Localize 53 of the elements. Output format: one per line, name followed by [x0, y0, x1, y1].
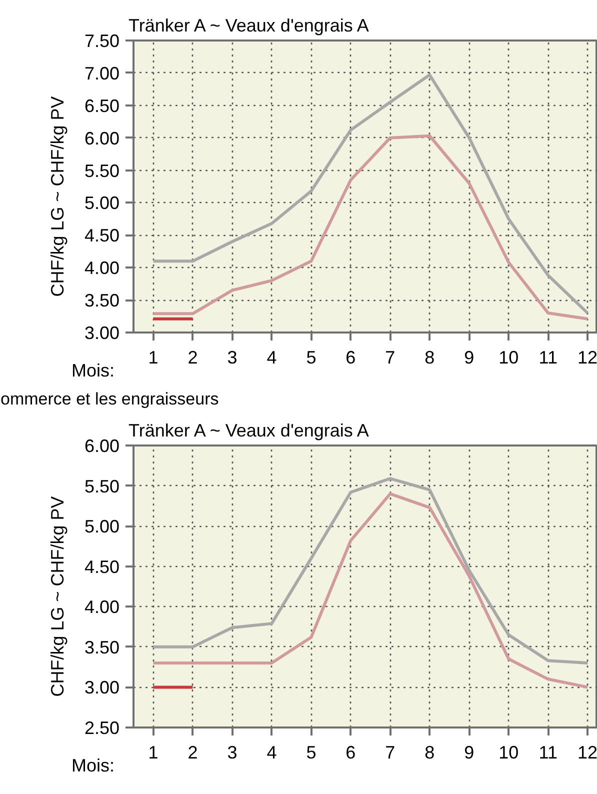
x-tick-label: 11: [538, 742, 558, 762]
y-tick-label: 4.50: [84, 226, 120, 246]
y-tick-label: 4.00: [84, 597, 120, 618]
x-tick-label: 9: [464, 742, 474, 762]
x-axis-title: Mois:: [72, 756, 115, 776]
x-tick-label: 3: [227, 348, 238, 368]
x-tick-label: 1: [148, 742, 158, 762]
x-tick-label: 4: [266, 348, 277, 368]
y-tick-label: 5.50: [84, 476, 120, 496]
x-tick-label: 7: [385, 348, 396, 368]
chart-title: Tränker A ~ Veaux d'engrais A: [128, 420, 369, 440]
y-tick-label: 6.00: [84, 436, 120, 456]
y-axis-title: CHF/kg LG ~ CHF/kg PV: [47, 96, 68, 297]
line-series: [152, 73, 590, 315]
y-tick-label: 4.00: [84, 258, 120, 278]
x-tick-label: 2: [188, 348, 198, 368]
y-tick-label: 5.50: [84, 160, 120, 181]
y-tick-label: 3.50: [84, 637, 120, 658]
line-series: [152, 492, 590, 689]
x-tick-label: 1: [148, 348, 158, 368]
x-tick-label: 7: [385, 742, 396, 762]
x-tick-label: 5: [306, 742, 316, 762]
y-tick-label: 6.00: [84, 128, 120, 148]
y-tick-label: 7.50: [84, 31, 120, 51]
x-tick-label: 10: [498, 348, 519, 368]
x-tick-label: 10: [498, 742, 519, 762]
x-tick-label: 11: [538, 348, 558, 368]
y-tick-label: 4.50: [84, 556, 120, 577]
y-tick-label: 7.00: [84, 63, 120, 84]
y-tick-label: 2.50: [84, 718, 120, 738]
x-tick-label: 4: [266, 742, 277, 762]
chart-title: Tränker A ~ Veaux d'engrais A: [128, 16, 369, 36]
y-axis-title: CHF/kg LG ~ CHF/kg PV: [47, 496, 68, 697]
x-tick-label: 2: [188, 742, 198, 762]
x-tick-label: 6: [346, 348, 356, 368]
x-tick-label: 8: [424, 348, 435, 368]
y-tick-label: 3.00: [84, 323, 120, 343]
y-tick-label: 5.00: [84, 193, 120, 214]
line-series: [152, 477, 590, 665]
x-tick-label: 6: [346, 742, 356, 762]
y-tick-label: 5.00: [84, 516, 120, 537]
y-tick-label: 3.50: [84, 290, 120, 311]
x-tick-label: 3: [227, 742, 238, 762]
x-tick-label: 12: [577, 348, 597, 368]
y-tick-label: 6.50: [84, 96, 120, 116]
line-series: [152, 134, 590, 320]
y-tick-label: 3.00: [84, 678, 120, 698]
x-axis-title: Mois:: [72, 360, 115, 380]
x-tick-label: 12: [577, 742, 597, 762]
x-tick-label: 5: [306, 348, 316, 368]
text: ommerce et les engraisseurs: [0, 390, 219, 408]
x-tick-label: 8: [424, 742, 435, 762]
x-tick-label: 9: [464, 348, 474, 368]
